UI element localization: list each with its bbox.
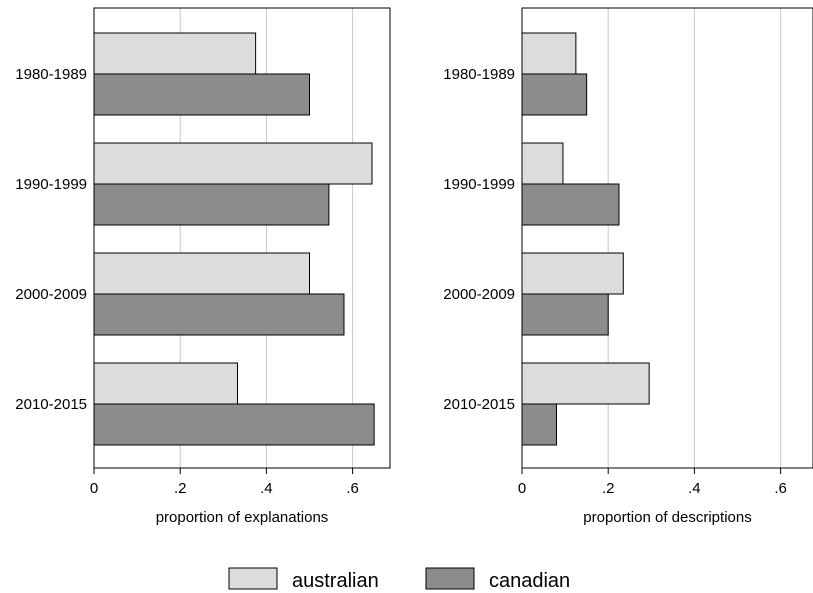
category-label: 1990-1999 [15, 176, 87, 193]
x-tick-label: .6 [346, 480, 359, 497]
category-label: 2000-2009 [15, 286, 87, 303]
legend: australian canadian [228, 567, 570, 592]
category-label: 1980-1989 [15, 66, 87, 83]
bar-canadian-2000-2009 [521, 293, 609, 336]
category-label: 2010-2015 [15, 396, 87, 413]
legend-label-australian: australian [292, 570, 379, 592]
category-label: 2010-2015 [443, 396, 515, 413]
bar-australian-1980-1989 [521, 32, 577, 75]
x-axis-label: proportion of descriptions [583, 509, 751, 526]
category-label: 1990-1999 [443, 176, 515, 193]
bar-canadian-2010-2015 [521, 403, 557, 446]
bar-australian-1990-1999 [521, 142, 564, 185]
panel-explanations: 1980-1989 1990-1999 2000-2009 2010-2015 0 .2.… [15, 7, 391, 526]
x-tick-label: .4 [688, 480, 701, 497]
bar-australian-2010-2015 [93, 362, 239, 405]
bar-australian-2010-2015 [521, 362, 650, 405]
x-tick-label: 0 [518, 480, 526, 497]
plot-frame [93, 7, 391, 469]
x-tick-label: .2 [602, 480, 615, 497]
bar-canadian-2010-2015 [93, 403, 375, 446]
category-label: 2000-2009 [443, 286, 515, 303]
legend-label-canadian: canadian [489, 570, 570, 592]
x-tick-label: 0 [90, 480, 98, 497]
bar-canadian-1990-1999 [521, 183, 620, 226]
legend-swatch-canadian [425, 567, 475, 590]
bar-canadian-2000-2009 [93, 293, 345, 336]
category-label: 1980-1989 [443, 66, 515, 83]
x-axis-label: proportion of explanations [156, 509, 329, 526]
x-tick-label: .4 [260, 480, 273, 497]
plot-frame [521, 7, 813, 469]
bar-australian-1980-1989 [93, 32, 257, 75]
bar-canadian-1980-1989 [521, 73, 588, 116]
panel-descriptions: 1980-1989 1990-1999 2000-2009 2010-2015 0 .2.… [443, 7, 813, 526]
bar-australian-2000-2009 [521, 252, 624, 295]
x-tick-label: .6 [774, 480, 787, 497]
bar-canadian-1980-1989 [93, 73, 310, 116]
bar-australian-2000-2009 [93, 252, 310, 295]
legend-swatch-australian [228, 567, 278, 590]
bar-canadian-1990-1999 [93, 183, 330, 226]
bar-australian-1990-1999 [93, 142, 373, 185]
x-tick-label: .2 [174, 480, 187, 497]
